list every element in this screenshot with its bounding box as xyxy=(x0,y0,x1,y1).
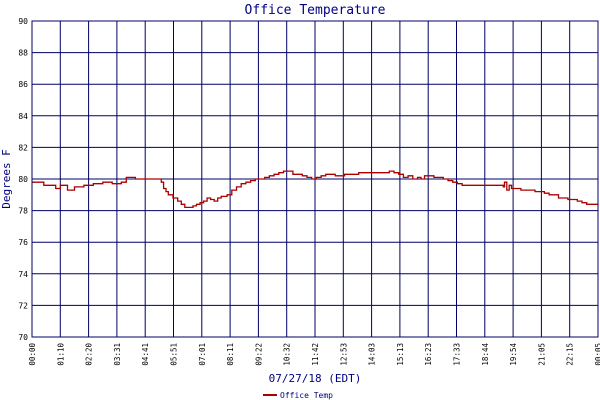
x-tick-label: 09:22 xyxy=(254,343,263,366)
x-tick-label: 00:00 xyxy=(28,343,37,366)
x-tick-label: 07:01 xyxy=(198,343,207,366)
x-axis-tick-labels: 00:00 01:10 02:20 03:31 04:41 05:51 07:01 08:11… xyxy=(28,343,600,366)
x-tick-label: 10:32 xyxy=(283,343,292,366)
series-line-office-temp xyxy=(32,170,598,209)
y-tick-label: 82 xyxy=(18,143,28,152)
x-tick-label: 08:11 xyxy=(226,343,235,366)
x-tick-label: 17:33 xyxy=(453,343,462,366)
x-tick-label: 05:51 xyxy=(170,343,179,366)
x-tick-label: 22:15 xyxy=(566,343,575,366)
y-tick-label: 72 xyxy=(18,301,28,310)
x-tick-label: 04:41 xyxy=(141,343,150,366)
x-tick-label: 02:20 xyxy=(85,343,94,366)
y-tick-label: 74 xyxy=(18,270,28,279)
x-axis-label: 07/27/18 (EDT) xyxy=(269,372,362,385)
x-tick-label: 18:44 xyxy=(481,343,490,366)
y-axis-label: Degrees F xyxy=(0,149,13,209)
y-tick-label: 90 xyxy=(18,17,28,26)
y-tick-label: 80 xyxy=(18,175,28,184)
x-tick-label: 21:05 xyxy=(537,343,546,366)
x-tick-label: 00:05 xyxy=(594,343,600,366)
y-tick-label: 76 xyxy=(18,238,28,247)
y-tick-label: 88 xyxy=(18,49,28,58)
x-tick-label: 01:10 xyxy=(56,343,65,366)
plot-border xyxy=(31,20,599,338)
y-tick-label: 84 xyxy=(18,112,28,121)
y-tick-label: 70 xyxy=(18,333,28,342)
x-tick-label: 11:42 xyxy=(311,343,320,366)
y-tick-label: 78 xyxy=(18,207,28,216)
chart-title: Office Temperature xyxy=(245,3,386,18)
legend-label: Office Temp xyxy=(280,391,333,400)
y-tick-label: 86 xyxy=(18,80,28,89)
x-tick-label: 19:54 xyxy=(509,343,518,366)
series-layer xyxy=(32,170,598,209)
x-tick-label: 14:03 xyxy=(368,343,377,366)
x-tick-label: 15:13 xyxy=(396,343,405,366)
x-tick-label: 12:53 xyxy=(339,343,348,366)
y-axis-tick-labels: 70 72 74 76 78 80 82 84 86 88 90 xyxy=(18,17,28,342)
x-tick-label: 03:31 xyxy=(113,343,122,366)
x-tick-label: 16:23 xyxy=(424,343,433,366)
legend: Office Temp xyxy=(263,391,333,400)
